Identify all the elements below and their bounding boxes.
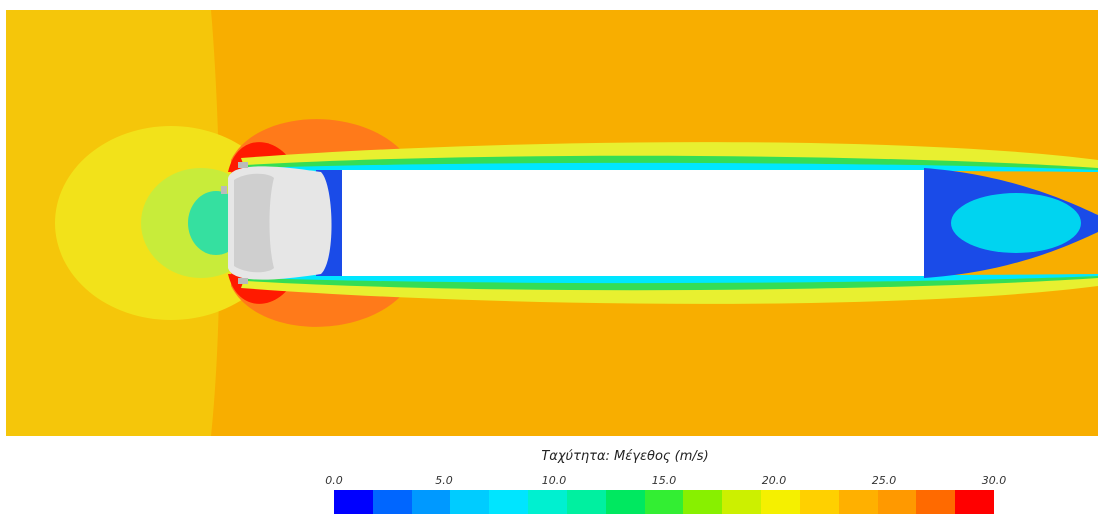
mirror-top <box>238 162 248 168</box>
colorbar-swatch <box>761 490 800 514</box>
velocity-contour-plot <box>6 10 1098 436</box>
colorbar-title: Ταχύτητα: Μέγεθος (m/s) <box>541 449 709 464</box>
colorbar-swatch <box>372 490 412 514</box>
colorbar-swatch <box>722 490 762 514</box>
colorbar-swatch <box>566 490 606 514</box>
bumper-mark <box>221 186 227 194</box>
colorbar-tick-label: 20.0 <box>761 474 787 487</box>
colorbar-swatch <box>489 490 529 514</box>
colorbar-swatch <box>838 490 878 514</box>
colorbar-tick-label: 30.0 <box>981 474 1007 487</box>
colorbar-swatch <box>877 490 917 514</box>
wake-core <box>951 193 1081 253</box>
colorbar-swatch <box>644 490 684 514</box>
cab-windshield <box>234 173 274 273</box>
colorbar-swatch <box>450 490 490 514</box>
colorbar-swatch <box>605 490 645 514</box>
colorbar-ticks: 0.0 5.0 10.0 15.0 20.0 25.0 30.0 <box>300 474 1020 490</box>
colorbar-swatch <box>411 490 451 514</box>
colorbar-tick-label: 5.0 <box>435 474 453 487</box>
colorbar-tick-label: 15.0 <box>651 474 677 487</box>
colorbar-swatch <box>799 490 839 514</box>
colorbar-swatch <box>955 490 995 514</box>
colorbar-swatch <box>528 490 567 514</box>
colorbar-tick-label: 10.0 <box>541 474 567 487</box>
trailer-body <box>342 170 924 276</box>
colorbar <box>334 490 995 514</box>
colorbar-swatch <box>683 490 723 514</box>
colorbar-tick-label: 0.0 <box>325 474 343 487</box>
colorbar-swatch <box>916 490 956 514</box>
colorbar-swatch <box>334 490 373 514</box>
colorbar-tick-label: 25.0 <box>871 474 897 487</box>
mirror-bottom <box>238 278 248 284</box>
